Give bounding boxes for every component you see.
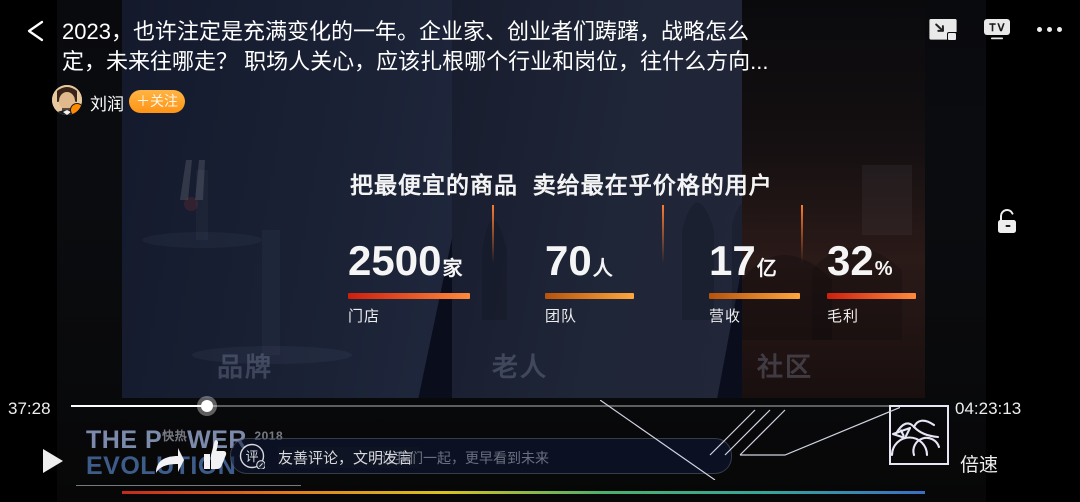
svg-text:评: 评	[245, 449, 258, 464]
